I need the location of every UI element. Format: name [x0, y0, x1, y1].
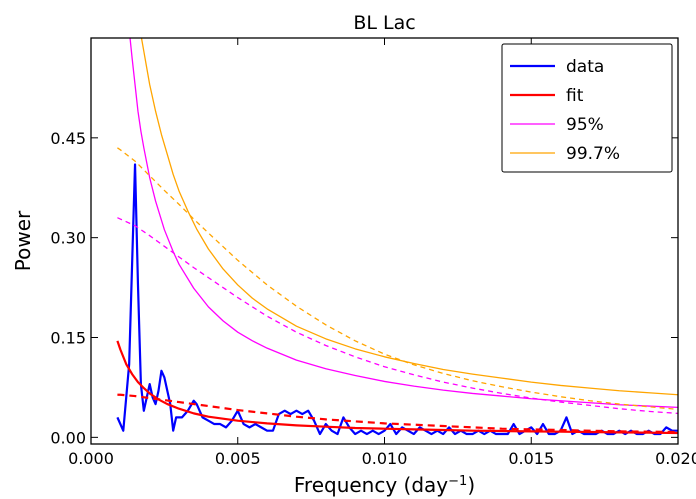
x-tick-label: 0.010 [362, 449, 408, 468]
x-axis-title-close: ) [467, 473, 475, 497]
x-tick-label: 0.000 [68, 449, 114, 468]
legend-label: data [566, 57, 604, 77]
x-axis-title-superscript: −1 [448, 474, 467, 489]
series-layer [116, 38, 678, 436]
legend-label: fit [566, 86, 584, 106]
series-data-line [116, 163, 678, 436]
legend-box [501, 43, 673, 173]
legend-items: data fit 95% 99.7% [510, 57, 620, 164]
y-tick-label: 0.30 [50, 229, 86, 248]
y-tick-label: 0.45 [50, 129, 86, 148]
chart-title: BL Lac [353, 12, 415, 34]
ticks-layer: 0.000 0.005 0.010 0.015 0.020 0.00 0.15 0.30 0.4… [50, 38, 696, 468]
y-tick-label: 0.15 [50, 329, 86, 348]
legend-label: 95% [566, 115, 604, 135]
legend: data fit 95% 99.7% [501, 43, 673, 173]
series-fit-line [116, 340, 678, 435]
x-axis-title-main: Frequency (day [294, 473, 448, 497]
x-tick-label: 0.020 [655, 449, 696, 468]
x-axis-title: Frequency (day−1) [294, 473, 475, 497]
series-95-line [129, 38, 678, 409]
y-axis-title: Power [11, 210, 35, 271]
series-s2-dashed-line [117, 393, 678, 434]
series-s6-dashed-line [117, 147, 678, 411]
x-tick-label: 0.005 [215, 449, 261, 468]
y-tick-label: 0.00 [50, 428, 86, 447]
x-tick-label: 0.015 [508, 449, 554, 468]
legend-label: 99.7% [566, 144, 620, 164]
series-997-line [140, 38, 678, 396]
